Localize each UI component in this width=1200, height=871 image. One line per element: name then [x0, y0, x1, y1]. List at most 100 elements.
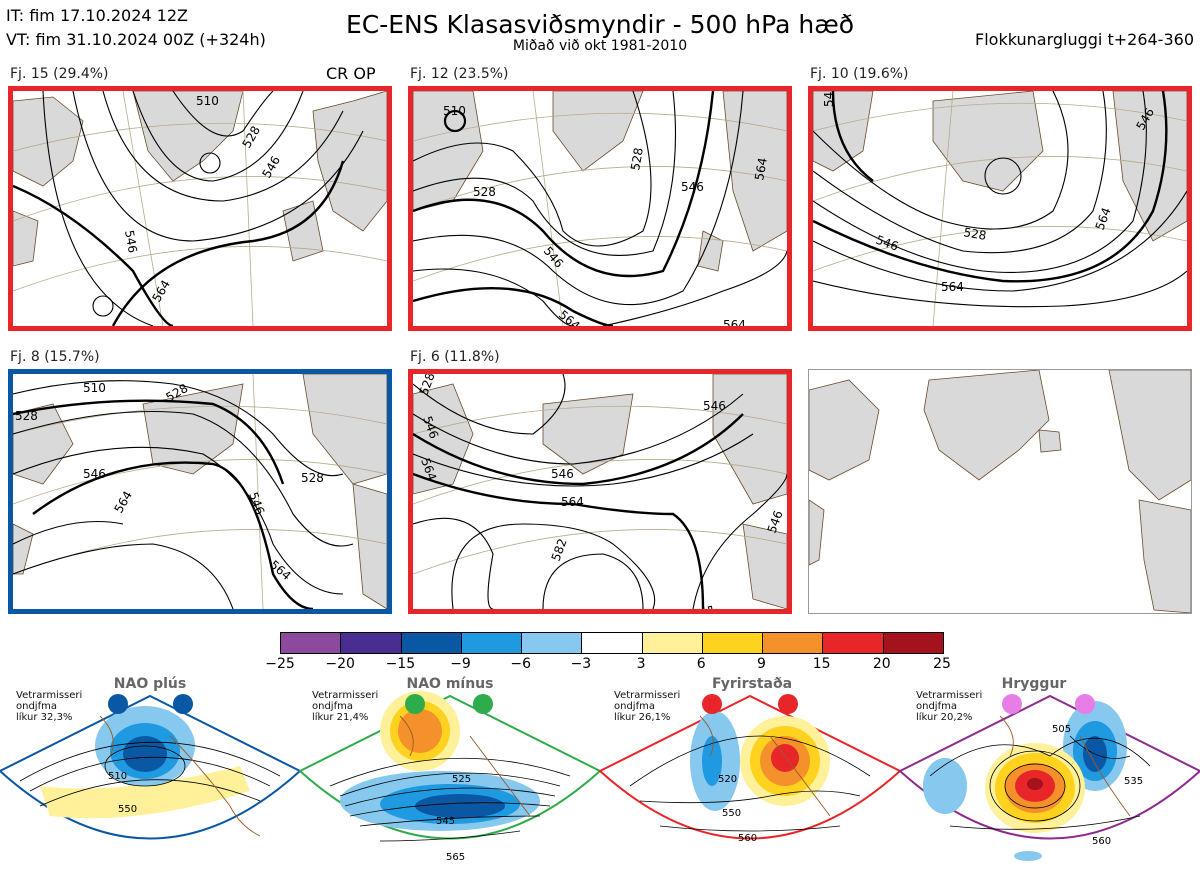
contour-label: 546 — [83, 467, 106, 481]
cluster-map-2-canvas: 510 528 528 546 546 564 564 564 — [413, 91, 787, 326]
colorbar-tick-label: −20 — [325, 656, 355, 672]
colorbar-segment — [701, 633, 763, 653]
base-map-canvas — [809, 370, 1191, 613]
regime-title-ridge: Hryggur — [1001, 676, 1067, 692]
regime-contour-label: 525 — [452, 774, 471, 785]
regime-note-line: Vetrarmisseri — [614, 690, 681, 701]
contour-label: 510 — [196, 94, 219, 108]
regime-blocking — [598, 694, 902, 840]
regime-note-line: líkur 26,1% — [614, 712, 671, 723]
cluster-map-3: 546 528 546 564 564 546 — [808, 86, 1192, 331]
regime-title-blocking: Fyrirstaða — [711, 676, 793, 692]
colorbar-tick-label: −25 — [265, 656, 295, 672]
contour-label: 510 — [443, 104, 466, 118]
panel-label-4: Fj. 8 (15.7%) — [10, 349, 100, 365]
regime-note-line: Vetrarmisseri — [312, 690, 379, 701]
contour-label: 564 — [556, 308, 583, 326]
regime-note-line: líkur 20,2% — [916, 712, 973, 723]
regime-note-nao-minus: Vetrarmisseri ondjfma líkur 21,4% — [312, 690, 392, 723]
contour-label: 564 — [149, 278, 173, 305]
regime-contour-label: 565 — [446, 852, 465, 863]
valid-time: VT: fim 31.10.2024 00Z (+324h) — [6, 30, 266, 49]
cluster-map-2: 510 528 528 546 546 564 564 564 — [408, 86, 792, 331]
regime-nao-plus — [0, 694, 302, 840]
contour-label: 546 — [822, 91, 836, 107]
contour-label: 564 — [700, 604, 718, 609]
colorbar-tick-label: 9 — [756, 656, 766, 672]
colorbar-tick-label: −6 — [510, 656, 532, 672]
regime-note-line: ondjfma — [614, 701, 655, 712]
contour-label: 564 — [723, 318, 746, 326]
panel-label-2: Fj. 12 (23.5%) — [410, 66, 509, 82]
colorbar-tick-label: 20 — [872, 656, 891, 672]
contour-label: 528 — [628, 147, 646, 172]
regime-contour-label: 545 — [436, 816, 455, 827]
colorbar-tick-label: 25 — [933, 656, 951, 672]
cluster-map-1-canvas: 510 528 546 546 564 — [13, 91, 387, 326]
regime-note-nao-plus: Vetrarmisseri ondjfma líkur 32,3% — [16, 690, 96, 723]
regime-note-line: Vetrarmisseri — [16, 690, 83, 701]
colorbar-ticks: −25 −20 −15 −9 −6 −3 3 6 9 15 20 25 — [0, 656, 1200, 676]
contour-label: 546 — [246, 490, 267, 516]
regime-note-line: ondjfma — [312, 701, 353, 712]
colorbar-tick-label: −15 — [385, 656, 416, 672]
page-subtitle: Miðað við okt 1981-2010 — [512, 38, 688, 54]
regime-contour-label: 560 — [738, 833, 757, 844]
colorbar-segment — [882, 633, 943, 653]
colorbar-segment — [822, 633, 883, 653]
colorbar-tick-label: 3 — [636, 656, 646, 672]
colorbar-tick-label: 6 — [696, 656, 706, 672]
regime-title-nao-plus: NAO plús — [113, 676, 187, 692]
contour-label: 528 — [473, 185, 496, 199]
contour-label: 564 — [561, 495, 584, 509]
initial-time: IT: fim 17.10.2024 12Z — [6, 6, 188, 25]
regime-strip: 510 550 525 545 565 520 550 560 505 535 … — [0, 676, 1200, 871]
cluster-map-4-canvas: 510 528 528 546 546 564 528 564 — [13, 374, 387, 609]
regime-strip-canvas: 510 550 525 545 565 520 550 560 505 535 … — [0, 691, 1200, 863]
regime-contour-label: 520 — [718, 774, 737, 785]
cluster-map-3-canvas: 546 528 546 564 564 546 — [813, 91, 1187, 326]
colorbar-segment — [641, 633, 702, 653]
contour-label: 564 — [941, 280, 964, 294]
cluster-map-5-canvas: 528 546 564 546 564 546 582 564 546 — [413, 374, 787, 609]
contour-label: 564 — [1093, 206, 1114, 232]
colorbar-segment — [281, 633, 341, 653]
regime-note-blocking: Vetrarmisseri ondjfma líkur 26,1% — [614, 690, 694, 723]
contour-label: 510 — [83, 381, 106, 395]
regime-note-line: Vetrarmisseri — [916, 690, 983, 701]
colorbar — [280, 632, 944, 654]
regime-note-line: líkur 32,3% — [16, 712, 73, 723]
panel-label-5: Fj. 6 (11.8%) — [410, 349, 500, 365]
colorbar-segment — [400, 633, 461, 653]
cluster-map-1: 510 528 546 546 564 — [8, 86, 392, 331]
contour-label: 528 — [301, 471, 324, 485]
regime-title-nao-minus: NAO mínus — [406, 676, 494, 692]
classification-window: Flokkunargluggi t+264-360 — [975, 30, 1194, 49]
contour-label: 546 — [259, 154, 283, 181]
regime-contour-label: 550 — [118, 804, 137, 815]
base-map — [808, 369, 1192, 614]
contour-label: 564 — [752, 157, 770, 182]
regime-contour-label: 510 — [108, 771, 127, 782]
regime-contour-label: 560 — [1092, 836, 1111, 847]
contour-label: 546 — [122, 229, 140, 254]
colorbar-segment — [581, 633, 642, 653]
contour-label: 528 — [15, 409, 38, 423]
contour-label: 528 — [962, 225, 987, 243]
regime-contour-label: 550 — [722, 808, 741, 819]
regime-contour-label: 505 — [1052, 724, 1071, 735]
colorbar-segment — [340, 633, 401, 653]
contour-label: 528 — [239, 124, 263, 151]
regime-note-line: ondjfma — [916, 701, 957, 712]
regime-note-ridge: Vetrarmisseri ondjfma líkur 20,2% — [916, 690, 996, 723]
contour-label: 546 — [765, 509, 786, 535]
cluster-map-5: 528 546 564 546 564 546 582 564 546 — [408, 369, 792, 614]
regime-ridge — [898, 694, 1200, 861]
regime-nao-minus — [298, 691, 602, 842]
regime-note-line: líkur 21,4% — [312, 712, 369, 723]
colorbar-tick-label: 15 — [812, 656, 831, 672]
contour-label: 546 — [681, 180, 704, 194]
panel-label-1: Fj. 15 (29.4%) — [10, 66, 109, 82]
page-title: EC-ENS Klasasviðsmyndir - 500 hPa hæð — [345, 10, 855, 39]
colorbar-tick-label: −9 — [450, 656, 471, 672]
